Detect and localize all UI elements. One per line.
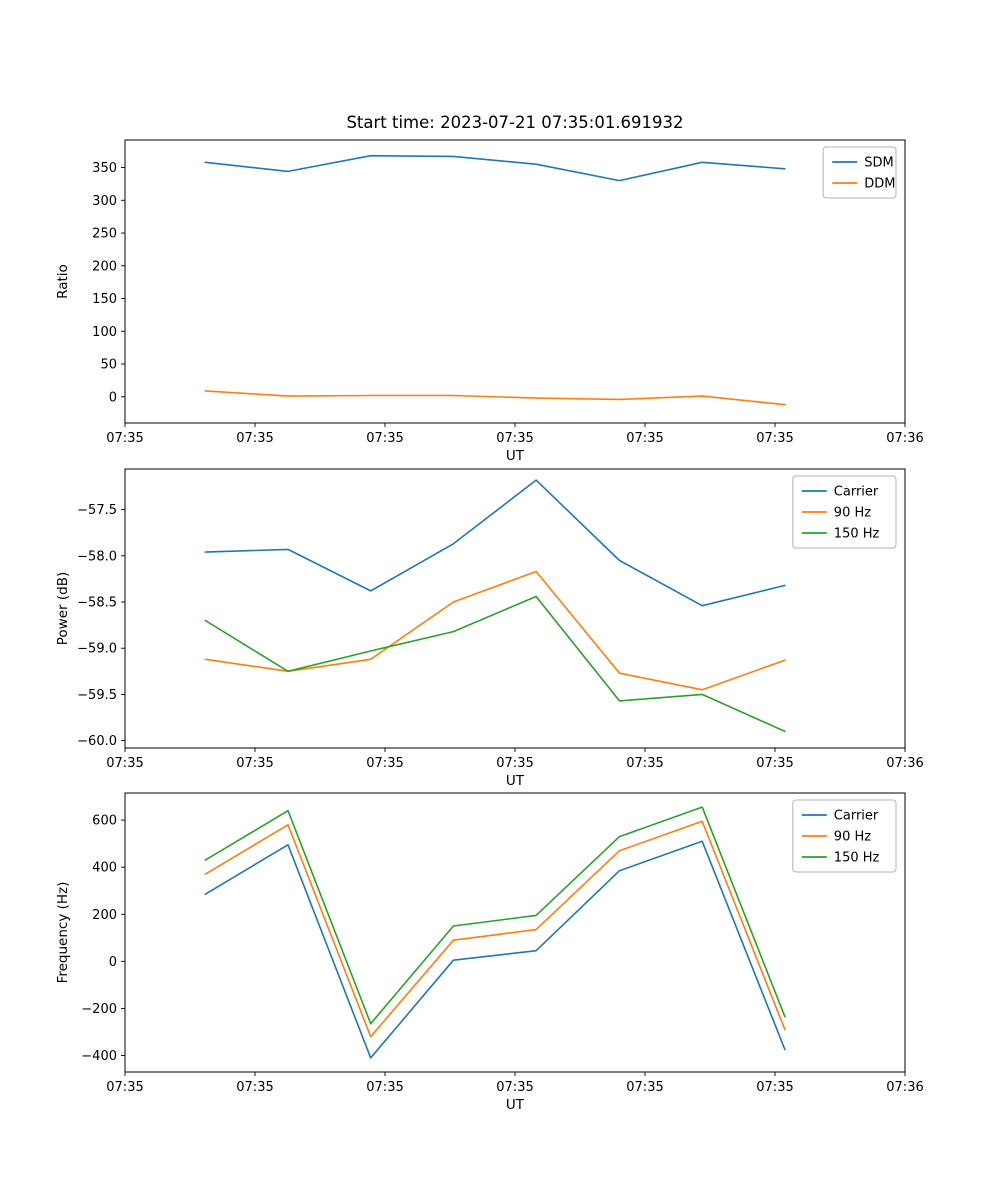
x-tick-label: 07:36 (886, 1080, 923, 1095)
y-tick-label: −57.5 (77, 503, 117, 518)
y-tick-label: −200 (81, 1002, 117, 1017)
legend-box (822, 146, 897, 199)
y-tick-label: 600 (92, 814, 117, 829)
series-line-90-hz (204, 570, 786, 691)
y-tick-label: 400 (92, 861, 117, 876)
series-line-sdm (204, 154, 786, 182)
x-tick-label: 07:35 (626, 431, 663, 446)
x-axis-label: UT (506, 448, 525, 464)
x-tick-label: 07:35 (626, 756, 663, 771)
y-tick-label: 0 (109, 390, 117, 405)
subplot-1: 0 50 100 150 200 250 300 350 07:35 07:35 07:35 07:3… (55, 139, 924, 464)
x-tick-label: 07:35 (496, 431, 533, 446)
y-tick-label: −60.0 (77, 734, 117, 749)
x-tick-label: 07:35 (756, 756, 793, 771)
axes-spines (124, 468, 906, 749)
x-axis-label: UT (506, 1097, 525, 1113)
legend-label: SDM (864, 156, 893, 171)
y-tick-label: 300 (92, 194, 117, 209)
x-tick-label: 07:36 (886, 756, 923, 771)
subplot-3: −400 −200 0 200 400 600 07:35 07:35 07:35 07:35 07… (55, 792, 924, 1113)
series-line-carrier (204, 479, 786, 607)
series-line-90-hz (204, 820, 786, 1038)
y-tick-label: 200 (92, 908, 117, 923)
legend-label: Carrier (834, 485, 879, 500)
y-axis-label: Ratio (55, 264, 71, 299)
y-axis-label: Frequency (Hz) (55, 882, 71, 984)
x-tick-label: 07:35 (236, 1080, 273, 1095)
x-tick-label: 07:35 (236, 756, 273, 771)
y-tick-label: −58.5 (77, 596, 117, 611)
y-tick-label: −59.5 (77, 688, 117, 703)
y-tick-label: 50 (100, 358, 117, 373)
x-tick-label: 07:35 (106, 756, 143, 771)
legend-box (792, 799, 897, 873)
x-tick-label: 07:35 (366, 1080, 403, 1095)
x-tick-label: 07:35 (236, 431, 273, 446)
x-tick-label: 07:35 (496, 1080, 533, 1095)
y-tick-label: −59.0 (77, 642, 117, 657)
legend: Carrier 90 Hz 150 Hz (792, 475, 897, 549)
legend-label: 150 Hz (834, 527, 880, 542)
x-tick-label: 07:35 (626, 1080, 663, 1095)
x-tick-label: 07:35 (496, 756, 533, 771)
legend: SDM DDM (822, 146, 897, 199)
x-tick-label: 07:35 (756, 431, 793, 446)
series-line-ddm (204, 390, 786, 406)
series-line-carrier (204, 840, 786, 1059)
y-tick-label: 350 (92, 161, 117, 176)
y-tick-label: 0 (109, 955, 117, 970)
subplot-2: −60.0 −59.5 −59.0 −58.5 −58.0 −57.5 07:35 07:35… (55, 468, 924, 789)
y-axis-label: Power (dB) (55, 572, 71, 645)
x-tick-label: 07:36 (886, 431, 923, 446)
x-axis-label: UT (506, 773, 525, 789)
y-tick-label: −400 (81, 1049, 117, 1064)
y-tick-label: 100 (92, 325, 117, 340)
legend-label: Carrier (834, 809, 879, 824)
y-tick-label: 250 (92, 227, 117, 242)
x-tick-label: 07:35 (366, 431, 403, 446)
y-tick-label: 150 (92, 292, 117, 307)
legend-box (792, 475, 897, 549)
series-line-150-hz (204, 595, 786, 733)
legend-label: DDM (864, 177, 895, 192)
legend-label: 150 Hz (834, 851, 880, 866)
legend-label: 90 Hz (834, 830, 871, 845)
y-tick-label: −58.0 (77, 549, 117, 564)
figure-title: Start time: 2023-07-21 07:35:01.691932 (346, 113, 684, 132)
series-line-150-hz (204, 806, 786, 1025)
x-tick-label: 07:35 (106, 1080, 143, 1095)
x-tick-label: 07:35 (756, 1080, 793, 1095)
x-tick-label: 07:35 (366, 756, 403, 771)
legend-label: 90 Hz (834, 506, 871, 521)
x-tick-label: 07:35 (106, 431, 143, 446)
legend: Carrier 90 Hz 150 Hz (792, 799, 897, 873)
y-tick-label: 200 (92, 259, 117, 274)
axes-spines (124, 139, 906, 424)
